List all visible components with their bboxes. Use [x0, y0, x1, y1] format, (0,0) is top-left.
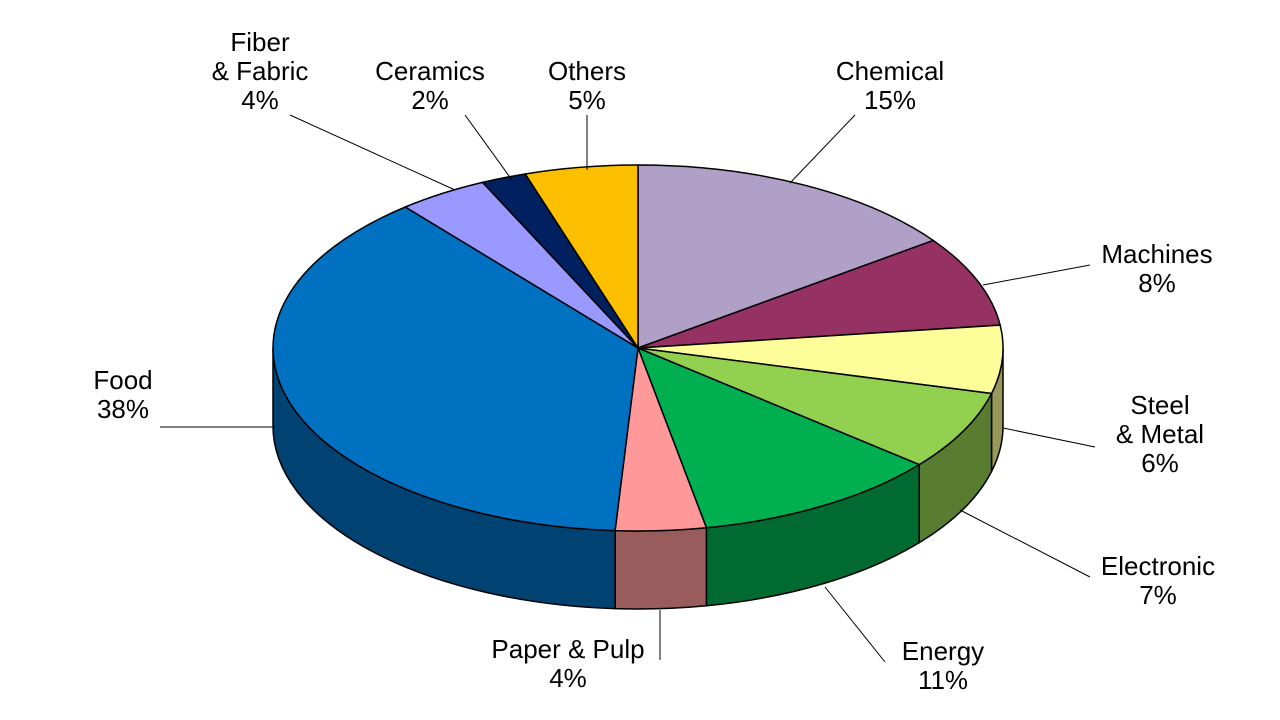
slice	[637, 239, 1002, 349]
slice-side	[614, 526, 708, 610]
slice-value: 38%	[96, 394, 150, 424]
leader-line	[982, 264, 1091, 286]
slice	[637, 164, 935, 350]
leader-line	[789, 114, 856, 184]
slice-value: 6%	[1141, 448, 1179, 478]
slice-label: Machines	[1101, 239, 1213, 269]
slice-value: 11%	[917, 665, 969, 695]
slice-value: 4%	[241, 85, 279, 115]
slice-label: Energy	[901, 636, 985, 666]
slice-label: Chemical	[835, 56, 945, 86]
slice-value: 7%	[1139, 580, 1177, 610]
slice-label: Electronic	[1100, 551, 1216, 581]
leader-line	[289, 114, 456, 191]
slice-label: Ceramics	[375, 56, 485, 86]
slice	[636, 346, 921, 529]
slice-value: 4%	[549, 663, 587, 693]
slice-label: Fiber & Fabric	[211, 27, 309, 86]
slice	[272, 206, 639, 532]
slice-value: 5%	[568, 85, 606, 115]
leader-line	[464, 114, 513, 181]
slice	[523, 164, 639, 351]
slice	[637, 324, 1004, 395]
slice-value: 8%	[1138, 268, 1176, 298]
slice-value: 15%	[863, 85, 917, 115]
slice-label: Food	[93, 365, 153, 395]
slice	[637, 347, 993, 466]
leader-line	[824, 586, 886, 663]
slice-label: Paper & Pulp	[491, 634, 645, 664]
leader-line	[959, 509, 1091, 578]
leader-line	[1002, 427, 1096, 448]
slice-label: Steel & Metal	[1115, 390, 1205, 449]
slice-label: Others	[547, 56, 627, 86]
slice-value: 2%	[411, 85, 449, 115]
